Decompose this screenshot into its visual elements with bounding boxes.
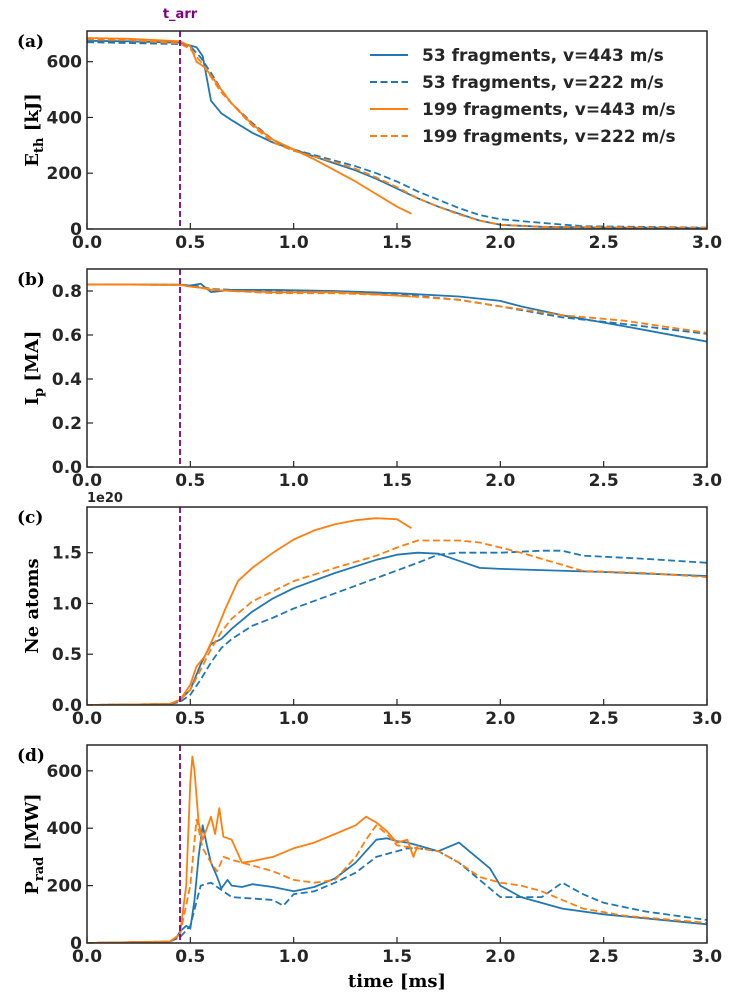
panel-a-y-tick-label: 200: [47, 164, 83, 184]
panel-c-line-s53-222: [87, 549, 707, 705]
panel-a-x-tick-label: 2.0: [485, 233, 515, 253]
panel-a-y-axis-label: Eth [kJ]: [22, 93, 47, 167]
panel-b-x-tick-label: 2.0: [485, 471, 515, 491]
panel-c-line-s199-443: [87, 517, 412, 705]
legend-label-s53-222: 53 fragments, v=222 m/s: [422, 73, 664, 93]
panel-c-x-tick-label: 0.5: [175, 709, 205, 729]
panel-d-line-s199-222: [87, 818, 707, 943]
panel-c-y-tick-label: 0.5: [52, 645, 82, 665]
panel-a-x-tick-label: 0.5: [175, 233, 205, 253]
panel-c-y-tick-label: 0.0: [52, 696, 82, 716]
panel-b-y-tick-label: 0.2: [52, 414, 82, 434]
panel-b-x-tick-label: 3.0: [692, 471, 722, 491]
panel-b-x-tick-label: 2.5: [589, 471, 619, 491]
panel-b-x-tick-label: 0.5: [175, 471, 205, 491]
panel-b-y-tick-label: 0.6: [52, 326, 82, 346]
panel-b-x-tick-label: 1.0: [279, 471, 309, 491]
panel-b-y-axis-label: Ip [MA]: [22, 331, 47, 406]
panel-d-x-tick-label: 0.0: [72, 947, 102, 967]
panel-d-y-tick-label: 600: [47, 762, 83, 782]
panel-c-letter: (c): [17, 508, 43, 528]
panel-a: 0.0 0.5 1.0 1.5 2.0 2.5 3.0 0 200 400 600(a) Eth [k…: [17, 7, 722, 253]
legend-label-s199-222: 199 fragments, v=222 m/s: [422, 127, 676, 147]
panel-b-line-s53-443: [87, 282, 707, 343]
panel-a-line-s199-222: [87, 38, 707, 229]
panel-b-y-tick-label: 0.0: [52, 458, 82, 478]
panel-c-line-s199-222: [87, 539, 707, 705]
panel-c-x-tick-label: 1.5: [382, 709, 412, 729]
panel-a-x-tick-label: 1.5: [382, 233, 412, 253]
panel-c-x-tick-label: 2.0: [485, 709, 515, 729]
panel-d-x-tick-label: 1.5: [382, 947, 412, 967]
panel-c-x-tick-label: 1.0: [279, 709, 309, 729]
panel-b-line-s53-222: [87, 283, 707, 335]
panel-a-x-tick-label: 2.5: [589, 233, 619, 253]
panel-a-y-tick-label: 0: [70, 220, 82, 240]
panel-c-x-tick-label: 0.0: [72, 709, 102, 729]
panel-d-x-tick-label: 2.0: [485, 947, 515, 967]
panel-d-letter: (d): [17, 746, 45, 766]
legend-label-s53-443: 53 fragments, v=443 m/s: [422, 46, 664, 66]
panel-d-line-s199-443: [87, 755, 419, 943]
panel-a-y-tick-label: 600: [47, 53, 83, 73]
time-axis-label: time [ms]: [348, 971, 446, 992]
panel-b-x-tick-label: 1.5: [382, 471, 412, 491]
panel-b-x-tick-label: 0.0: [72, 471, 102, 491]
panel-a-x-tick-label: 1.0: [279, 233, 309, 253]
legend: 53 fragments, v=443 m/s 53 fragments, v=2…: [370, 46, 676, 147]
panel-d-x-tick-label: 1.0: [279, 947, 309, 967]
panel-a-line-s53-222: [87, 41, 707, 229]
panel-c: 0.0 0.5 1.0 1.5 2.0 2.5 3.0 0.0 0.5 1.0 1.5 (c) Ne a…: [17, 491, 722, 729]
panel-a-line-s199-443: [87, 37, 412, 215]
panel-b-y-tick-label: 0.8: [52, 282, 82, 302]
panel-d-y-tick-label: 200: [47, 877, 83, 897]
panel-b-letter: (b): [17, 270, 45, 290]
panel-d-x-tick-label: 0.5: [175, 947, 205, 967]
panel-a-letter: (a): [17, 32, 44, 52]
panel-c-y-tick-label: 1.0: [52, 594, 82, 614]
panel-d-line-s53-222: [87, 847, 707, 943]
panel-c-offset-label: 1e20: [87, 491, 123, 506]
panel-a-x-tick-label: 3.0: [692, 233, 722, 253]
t-arr-annotation: t_arr: [163, 7, 198, 22]
legend-label-s199-443: 199 fragments, v=443 m/s: [422, 100, 676, 120]
panel-d-line-s53-443: [87, 824, 707, 943]
panel-c-y-tick-label: 1.5: [52, 544, 82, 564]
panel-c-y-axis-label: Ne atoms: [22, 558, 43, 653]
panel-b-y-tick-label: 0.4: [52, 370, 82, 390]
panel-d-y-axis-label: Prad [MW]: [22, 793, 47, 894]
panel-d-x-tick-label: 3.0: [692, 947, 722, 967]
panel-c-x-tick-label: 3.0: [692, 709, 722, 729]
panel-d: 0.0 0.5 1.0 1.5 2.0 2.5 3.0 0 200 400 600(d) Prad […: [17, 744, 722, 967]
panel-d-y-tick-label: 0: [70, 934, 82, 954]
panel-a-x-tick-label: 0.0: [72, 233, 102, 253]
panel-a-y-tick-label: 400: [47, 108, 83, 128]
panel-b-line-s199-222: [87, 283, 707, 334]
panel-d-x-tick-label: 2.5: [589, 947, 619, 967]
panel-b: 0.0 0.5 1.0 1.5 2.0 2.5 3.0 0.0 0.2 0.4 0.6 0.8 (b) I…: [17, 268, 722, 491]
panel-c-x-tick-label: 2.5: [589, 709, 619, 729]
panel-d-y-tick-label: 400: [47, 819, 83, 839]
